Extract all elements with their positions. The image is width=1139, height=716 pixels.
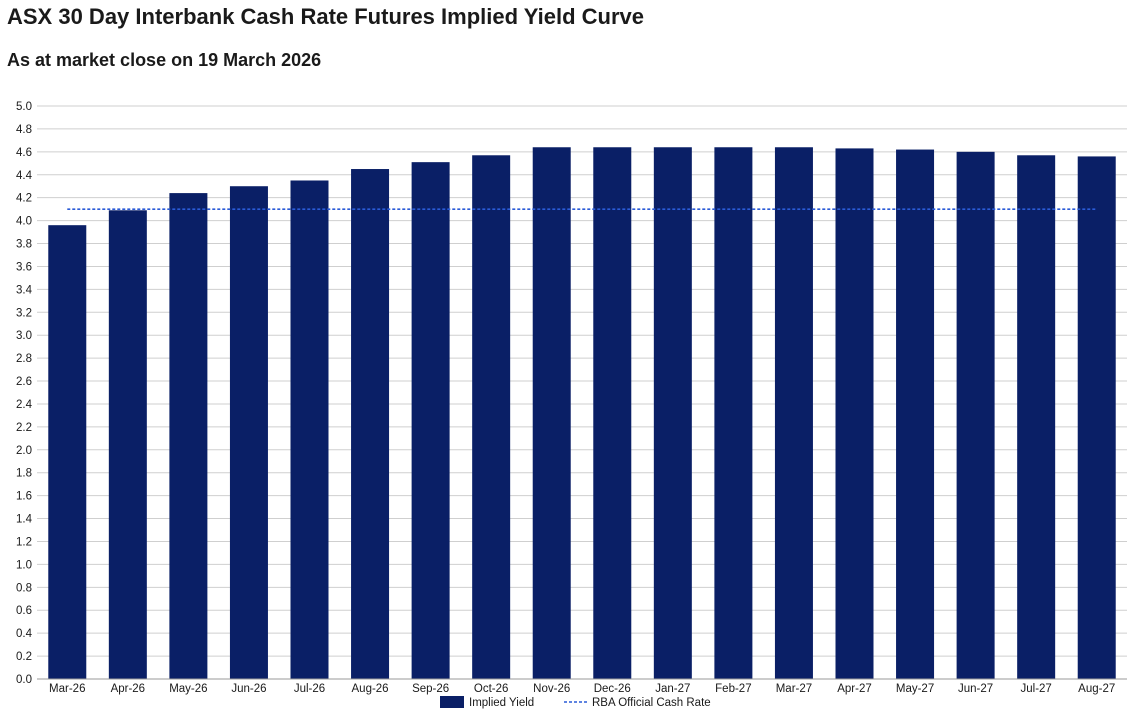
y-tick-label: 1.6 bbox=[16, 491, 32, 503]
y-tick-label: 4.4 bbox=[16, 170, 33, 182]
legend: Implied Yield RBA Official Cash Rate bbox=[440, 696, 711, 709]
y-tick-label: 3.2 bbox=[16, 307, 32, 319]
x-tick-label: May-27 bbox=[896, 683, 934, 695]
x-tick-label: Nov-26 bbox=[533, 683, 570, 695]
y-axis: 0.0 0.2 0.4 0.6 0.8 1.0 1.2 1.4 1.6 1.8 2.0 2.2 2.4 2… bbox=[16, 101, 33, 686]
bar bbox=[411, 162, 450, 680]
legend-label-implied-yield: Implied Yield bbox=[469, 697, 534, 709]
x-tick-label: Mar-27 bbox=[776, 683, 812, 695]
bar bbox=[1077, 156, 1116, 679]
x-tick-label: Aug-27 bbox=[1078, 683, 1115, 695]
x-tick-label: May-26 bbox=[169, 683, 207, 695]
x-tick-label: Jan-27 bbox=[655, 683, 690, 695]
y-tick-label: 3.8 bbox=[16, 239, 32, 251]
x-tick-label: Jun-26 bbox=[231, 683, 266, 695]
legend-label-rba-cash-rate: RBA Official Cash Rate bbox=[592, 697, 711, 709]
bar bbox=[351, 169, 390, 679]
bar bbox=[472, 155, 511, 679]
bar bbox=[290, 180, 329, 680]
y-tick-label: 2.6 bbox=[16, 376, 32, 388]
y-tick-label: 0.2 bbox=[16, 651, 32, 663]
bar bbox=[108, 210, 147, 679]
x-tick-label: Jun-27 bbox=[958, 683, 993, 695]
bar bbox=[835, 148, 874, 680]
bar bbox=[896, 149, 935, 680]
bar bbox=[956, 151, 995, 680]
bar bbox=[593, 147, 632, 680]
bar bbox=[1017, 155, 1056, 679]
y-tick-label: 1.8 bbox=[16, 468, 32, 480]
x-tick-label: Mar-26 bbox=[49, 683, 85, 695]
x-tick-label: Oct-26 bbox=[474, 683, 509, 695]
y-tick-label: 1.2 bbox=[16, 536, 32, 548]
x-axis: Mar-26 Apr-26 May-26 Jun-26 Jul-26 Aug-26 Sep-… bbox=[49, 683, 1115, 695]
bar bbox=[48, 225, 87, 679]
y-tick-label: 2.4 bbox=[16, 399, 33, 411]
y-tick-label: 2.0 bbox=[16, 445, 32, 457]
x-tick-label: Dec-26 bbox=[594, 683, 631, 695]
y-tick-label: 3.6 bbox=[16, 261, 32, 273]
bar bbox=[714, 147, 753, 680]
chart-title: ASX 30 Day Interbank Cash Rate Futures I… bbox=[7, 4, 644, 29]
y-tick-label: 0.0 bbox=[16, 674, 32, 686]
y-tick-label: 1.4 bbox=[16, 514, 33, 526]
bar bbox=[169, 193, 208, 679]
x-tick-label: Jul-27 bbox=[1021, 683, 1052, 695]
y-tick-label: 1.0 bbox=[16, 559, 32, 571]
y-tick-label: 0.6 bbox=[16, 605, 32, 617]
y-tick-label: 2.2 bbox=[16, 422, 32, 434]
y-tick-label: 3.4 bbox=[16, 284, 33, 296]
y-tick-label: 4.6 bbox=[16, 147, 32, 159]
x-tick-label: Apr-26 bbox=[111, 683, 146, 695]
bar bbox=[229, 186, 268, 679]
bar-series-implied-yield bbox=[48, 147, 1116, 680]
y-tick-label: 4.0 bbox=[16, 216, 32, 228]
legend-swatch-implied-yield bbox=[440, 696, 464, 708]
y-tick-label: 0.4 bbox=[16, 628, 33, 640]
y-tick-label: 4.8 bbox=[16, 124, 32, 136]
bar bbox=[532, 147, 571, 680]
bar bbox=[774, 147, 813, 680]
y-tick-label: 3.0 bbox=[16, 330, 32, 342]
x-tick-label: Apr-27 bbox=[837, 683, 872, 695]
x-tick-label: Sep-26 bbox=[412, 683, 449, 695]
bar bbox=[653, 147, 692, 680]
chart-subtitle: As at market close on 19 March 2026 bbox=[7, 50, 322, 70]
x-tick-label: Jul-26 bbox=[294, 683, 325, 695]
x-tick-label: Aug-26 bbox=[352, 683, 389, 695]
x-tick-label: Feb-27 bbox=[715, 683, 751, 695]
y-tick-label: 5.0 bbox=[16, 101, 32, 113]
y-tick-label: 2.8 bbox=[16, 353, 32, 365]
y-tick-label: 0.8 bbox=[16, 582, 32, 594]
y-tick-label: 4.2 bbox=[16, 193, 32, 205]
